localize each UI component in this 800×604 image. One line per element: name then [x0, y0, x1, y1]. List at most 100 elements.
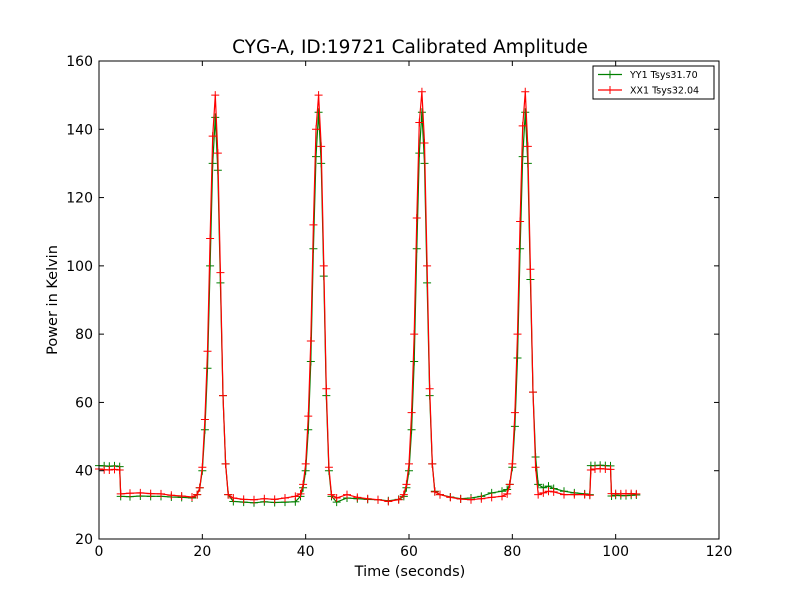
data-point	[415, 118, 424, 127]
data-point	[539, 488, 548, 497]
data-point	[193, 490, 202, 499]
data-point	[216, 268, 225, 277]
legend-marker	[606, 70, 614, 79]
data-point	[521, 108, 530, 117]
data-point	[606, 465, 615, 474]
data-point	[487, 493, 496, 502]
data-point	[291, 492, 300, 501]
data-point	[477, 494, 486, 503]
data-point	[586, 466, 595, 475]
data-point	[407, 425, 416, 434]
data-point	[270, 495, 279, 504]
legend: YY1 Tsys31.70 XX1 Tsys32.04	[592, 65, 715, 100]
data-point	[208, 132, 217, 141]
data-point	[203, 347, 212, 356]
data-point	[116, 489, 125, 498]
data-point	[309, 220, 318, 229]
x-axis-label: Time (seconds)	[354, 564, 466, 580]
data-point	[317, 142, 326, 151]
data-point	[518, 152, 527, 161]
data-point	[319, 261, 328, 270]
data-point	[513, 330, 522, 339]
data-point	[250, 495, 258, 504]
data-point	[229, 494, 238, 503]
x-tick-label: 100	[602, 544, 629, 560]
data-point	[314, 108, 323, 117]
data-point	[353, 493, 362, 502]
legend-label: YY1 Tsys31.70	[629, 70, 698, 81]
data-point	[312, 125, 320, 134]
data-point	[195, 483, 204, 492]
data-point	[467, 495, 475, 504]
data-point	[513, 354, 522, 363]
data-point	[211, 113, 220, 122]
data-point	[405, 459, 413, 468]
data-point	[508, 459, 517, 468]
data-point	[363, 494, 372, 503]
data-point	[306, 357, 315, 366]
data-point	[521, 87, 530, 96]
data-point	[200, 415, 209, 424]
data-point	[456, 495, 465, 504]
data-point	[306, 336, 315, 345]
data-point	[384, 497, 393, 506]
y-tick-label: 40	[75, 464, 93, 480]
data-point	[299, 480, 308, 489]
data-point	[526, 265, 535, 274]
data-point	[322, 384, 331, 393]
data-point	[428, 459, 437, 468]
data-point	[560, 490, 568, 499]
legend-marker	[606, 86, 614, 94]
data-point	[585, 491, 594, 500]
plot-series	[95, 87, 641, 507]
data-point	[505, 480, 514, 489]
data-point	[188, 493, 196, 502]
y-axis-label: Power in Kelvin	[45, 245, 61, 355]
data-point	[534, 490, 543, 499]
data-point	[436, 490, 444, 499]
data-point	[332, 494, 341, 503]
data-point	[324, 463, 333, 472]
data-point	[498, 492, 506, 501]
data-point	[420, 138, 429, 147]
data-point	[281, 494, 289, 503]
data-point	[296, 489, 305, 498]
y-tick-label: 160	[66, 54, 93, 70]
data-point	[417, 87, 426, 96]
x-tick-label: 40	[297, 544, 315, 560]
data-point	[374, 495, 382, 504]
y-tick-label: 120	[66, 191, 93, 207]
data-point	[430, 487, 439, 496]
legend-label: XX1 Tsys32.04	[630, 86, 699, 97]
plot-frame	[98, 60, 720, 540]
data-point	[531, 463, 540, 472]
x-tick-label: 80	[503, 544, 521, 560]
data-point	[632, 489, 641, 498]
data-point	[544, 487, 553, 496]
y-tick-label: 20	[75, 532, 93, 548]
x-tick-label: 60	[400, 544, 418, 560]
data-point	[157, 489, 165, 498]
data-point	[518, 121, 527, 130]
x-tick-label: 120	[706, 544, 733, 560]
data-point	[510, 408, 519, 417]
data-point	[425, 384, 434, 393]
data-point	[314, 91, 323, 100]
x-tick-label: 20	[193, 544, 211, 560]
data-point	[198, 463, 207, 472]
data-point	[304, 412, 313, 421]
data-point	[415, 149, 424, 158]
data-point	[301, 459, 310, 468]
data-point	[327, 490, 336, 499]
y-tick-label: 80	[75, 327, 93, 343]
y-tick-label: 60	[75, 395, 93, 411]
legend-box	[592, 65, 715, 100]
data-point	[394, 495, 403, 504]
data-point	[219, 391, 227, 400]
data-point	[417, 108, 426, 117]
data-point	[136, 488, 145, 497]
data-point	[343, 490, 351, 499]
data-point	[410, 357, 419, 366]
data-point	[412, 214, 421, 223]
data-point	[423, 261, 432, 270]
